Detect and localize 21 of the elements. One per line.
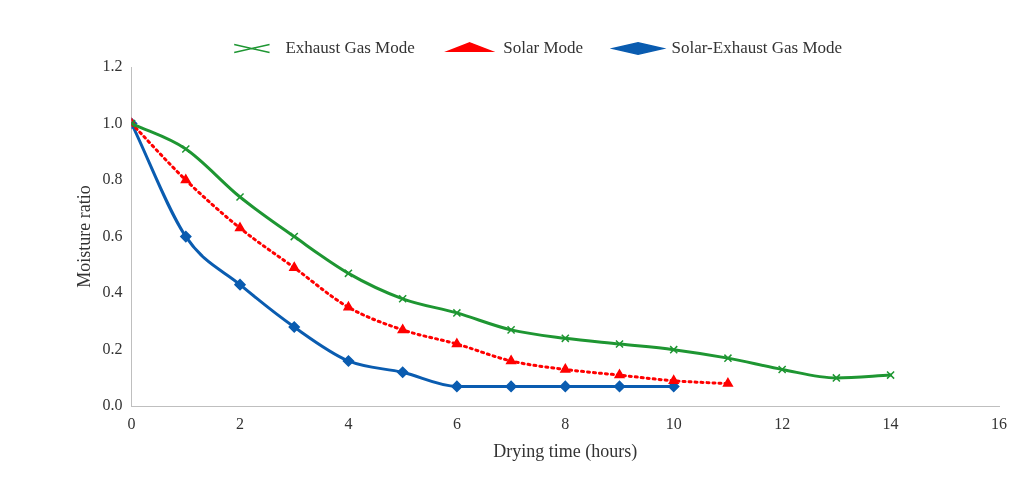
y-tick-label: 0.2 xyxy=(102,339,123,357)
y-axis-title: Moisture ratio xyxy=(73,185,94,288)
y-tick-label: 0.6 xyxy=(102,226,123,244)
y-tick-label: 0.8 xyxy=(102,170,123,188)
x-tick-label: 2 xyxy=(236,415,245,432)
legend-label: Solar Mode xyxy=(503,37,584,57)
x-tick-label: 4 xyxy=(344,415,353,432)
x-tick-label: 16 xyxy=(991,415,1007,432)
legend-label: Solar-Exhaust Gas Mode xyxy=(671,37,843,57)
x-tick-label: 6 xyxy=(452,415,461,432)
x-tick-label: 14 xyxy=(882,415,899,432)
legend-label: Exhaust Gas Mode xyxy=(285,37,415,57)
y-tick-label: 1.2 xyxy=(102,57,123,75)
y-tick-label: 0.0 xyxy=(102,396,123,414)
y-tick-label: 0.4 xyxy=(102,283,123,301)
y-tick-label: 1.0 xyxy=(102,113,123,131)
x-tick-label: 10 xyxy=(665,415,682,432)
x-axis-title: Drying time (hours) xyxy=(493,440,638,462)
x-tick-label: 8 xyxy=(561,415,570,432)
x-tick-label: 12 xyxy=(774,415,791,432)
x-tick-label: 0 xyxy=(127,415,136,432)
